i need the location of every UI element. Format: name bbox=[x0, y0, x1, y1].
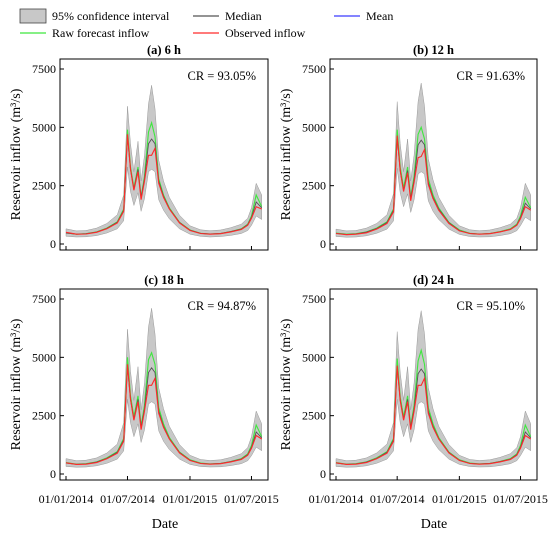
panel-title: (c) 18 h bbox=[144, 273, 184, 287]
legend-label: Raw forecast inflow bbox=[52, 26, 150, 40]
observed-line bbox=[335, 365, 531, 465]
legend-swatch bbox=[19, 8, 47, 24]
y-tick-label: 5000 bbox=[32, 350, 56, 364]
observed-line bbox=[65, 134, 262, 235]
legend-label: 95% confidence interval bbox=[52, 9, 170, 23]
chart-panel: 0 2500 5000 7500 01/01/2014 01/07/2014 01/01/2… bbox=[9, 273, 279, 506]
y-tick-label: 2500 bbox=[302, 409, 326, 423]
y-axis-label: Reservoir inflow (m³/s) bbox=[9, 88, 24, 220]
observed-line bbox=[65, 364, 262, 465]
legend: 95% confidence interval Median Mean Raw for… bbox=[19, 8, 393, 40]
confidence-band bbox=[65, 85, 262, 238]
y-tick-label: 0 bbox=[50, 467, 56, 481]
panel-title: (a) 6 h bbox=[147, 43, 181, 57]
x-tick-label: 01/07/2015 bbox=[493, 492, 548, 506]
legend-item: Mean bbox=[334, 9, 393, 23]
x-axis-label-right: Date bbox=[421, 517, 447, 532]
y-tick-label: 2500 bbox=[32, 409, 56, 423]
confidence-band bbox=[335, 82, 531, 238]
legend-label: Observed inflow bbox=[225, 26, 306, 40]
coverage-ratio-annotation: CR = 95.10% bbox=[456, 299, 525, 313]
x-axis-label-left: Date bbox=[152, 517, 178, 532]
legend-item: Raw forecast inflow bbox=[20, 26, 150, 40]
coverage-ratio-annotation: CR = 94.87% bbox=[187, 299, 256, 313]
x-tick-label: 01/07/2014 bbox=[370, 492, 425, 506]
x-tick-label: 01/07/2014 bbox=[100, 492, 155, 506]
coverage-ratio-annotation: CR = 91.63% bbox=[456, 69, 525, 83]
coverage-ratio-annotation: CR = 93.05% bbox=[187, 69, 256, 83]
y-axis-label: Reservoir inflow (m³/s) bbox=[9, 318, 24, 450]
observed-line bbox=[335, 135, 531, 236]
y-tick-label: 0 bbox=[50, 237, 56, 251]
y-tick-label: 7500 bbox=[32, 292, 56, 306]
raw-forecast-line bbox=[65, 351, 263, 465]
confidence-band bbox=[335, 310, 531, 468]
legend-item: 95% confidence interval bbox=[19, 8, 170, 24]
y-tick-label: 2500 bbox=[302, 179, 326, 193]
chart-panel: 0 2500 5000 7500 (b) 12 hCR = 91.63% Reservoi… bbox=[279, 43, 538, 251]
y-tick-label: 0 bbox=[320, 467, 326, 481]
raw-forecast-line bbox=[335, 348, 532, 465]
raw-forecast-line bbox=[65, 120, 263, 235]
legend-item: Median bbox=[193, 9, 262, 23]
confidence-band bbox=[65, 308, 262, 468]
y-tick-label: 7500 bbox=[32, 62, 56, 76]
panel-title: (d) 24 h bbox=[413, 273, 454, 287]
y-tick-label: 5000 bbox=[302, 120, 326, 134]
plot-frame bbox=[59, 288, 269, 481]
x-tick-label: 01/01/2014 bbox=[309, 492, 364, 506]
x-tick-label: 01/01/2015 bbox=[163, 492, 218, 506]
y-tick-label: 5000 bbox=[302, 350, 326, 364]
y-tick-label: 2500 bbox=[32, 179, 56, 193]
legend-label: Median bbox=[225, 9, 262, 23]
y-tick-label: 5000 bbox=[32, 120, 56, 134]
x-tick-label: 01/07/2015 bbox=[224, 492, 279, 506]
plot-frame bbox=[59, 58, 269, 251]
legend-item: Observed inflow bbox=[193, 26, 306, 40]
y-axis-label: Reservoir inflow (m³/s) bbox=[279, 88, 294, 220]
panel-title: (b) 12 h bbox=[413, 43, 454, 57]
y-axis-label: Reservoir inflow (m³/s) bbox=[279, 318, 294, 450]
y-tick-label: 0 bbox=[320, 237, 326, 251]
y-tick-label: 7500 bbox=[302, 62, 326, 76]
plot-frame bbox=[329, 58, 538, 251]
x-tick-label: 01/01/2014 bbox=[39, 492, 94, 506]
x-tick-label: 01/01/2015 bbox=[432, 492, 487, 506]
legend-label: Mean bbox=[366, 9, 393, 23]
y-tick-label: 7500 bbox=[302, 292, 326, 306]
chart-panel: 0 2500 5000 7500 01/01/2014 01/07/2014 01/01/2… bbox=[279, 273, 548, 506]
plot-frame bbox=[329, 288, 538, 481]
chart-panel: 0 2500 5000 7500 (a) 6 h CR = 93.05% Reservoir… bbox=[9, 43, 269, 251]
panels: 0 2500 5000 7500 (a) 6 h CR = 93.05% Reservoir… bbox=[9, 43, 548, 506]
